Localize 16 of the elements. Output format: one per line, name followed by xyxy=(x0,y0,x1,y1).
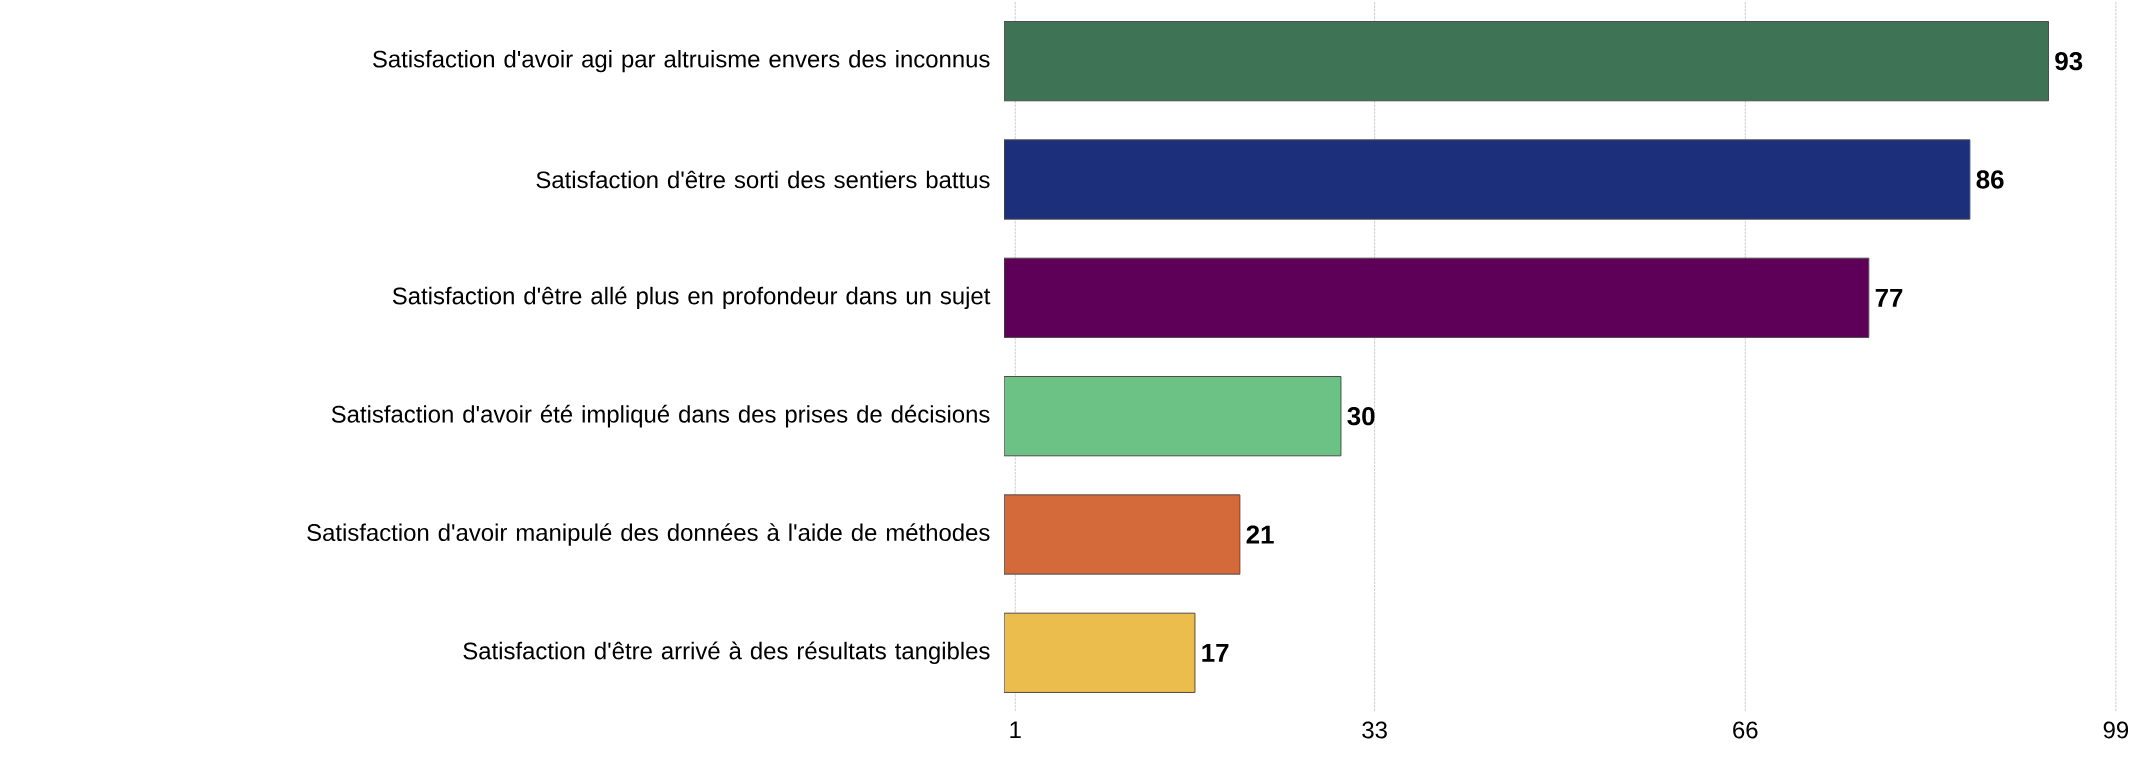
y-tick-label: Satisfaction d'être arrivé à des résultats tangibles xyxy=(463,641,990,665)
data-label: 93 xyxy=(2055,51,2083,71)
data-label: 30 xyxy=(1347,406,1375,426)
data-label: 77 xyxy=(1875,288,1903,307)
data-label: 21 xyxy=(1246,525,1274,544)
y-tick-label: Satisfaction d'avoir été impliqué dans des prises de décisions xyxy=(331,404,990,428)
y-tick-label: Satisfaction d'être sorti des sentiers battus xyxy=(536,170,990,189)
x-tick-label: 33 xyxy=(1362,721,1387,739)
x-tick-label: 66 xyxy=(1733,721,1758,739)
data-label: 86 xyxy=(1976,170,2004,189)
x-tick-label: 1 xyxy=(1010,721,1021,738)
y-tick-label: Satisfaction d'avoir manipulé des données à l'aide de méthodes xyxy=(307,523,990,546)
y-tick-label: Satisfaction d'être allé plus en profondeur dans un sujet xyxy=(392,286,991,310)
x-tick-label: 99 xyxy=(2103,721,2129,739)
y-tick-label: Satisfaction d'avoir agi par altruisme envers des inconnus xyxy=(373,50,990,73)
data-label: 17 xyxy=(1202,643,1229,662)
